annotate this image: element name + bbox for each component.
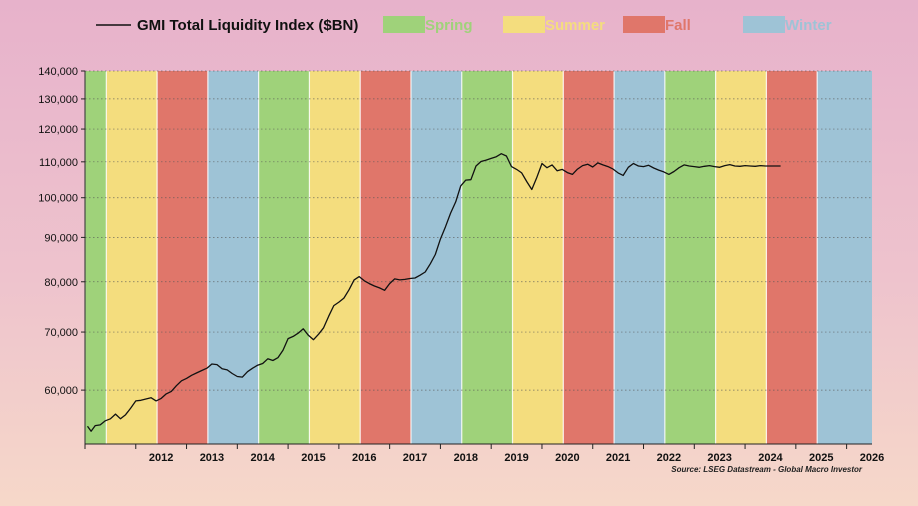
y-tick-label: 130,000 [38, 94, 78, 106]
season-band-fall [157, 71, 208, 444]
y-tick-label: 140,000 [38, 66, 78, 78]
legend-label-summer: Summer [545, 17, 605, 34]
x-tick-label: 2014 [250, 452, 275, 464]
legend-swatch-spring [383, 16, 425, 33]
season-band-summer [715, 71, 767, 444]
y-tick-label: 90,000 [44, 232, 78, 244]
y-tick-label: 70,000 [44, 327, 78, 339]
legend-label: GMI Total Liquidity Index ($BN) [137, 17, 358, 34]
x-tick-label: 2022 [657, 452, 681, 464]
source-note: Source: LSEG Datastream - Global Macro I… [671, 465, 863, 474]
x-tick-label: 2016 [352, 452, 376, 464]
legend-swatch-fall [623, 16, 665, 33]
season-band-spring [461, 71, 513, 444]
season-band-winter [614, 71, 665, 444]
x-tick-label: 2020 [555, 452, 579, 464]
x-tick-label: 2021 [606, 452, 630, 464]
y-tick-label: 120,000 [38, 124, 78, 136]
season-band-summer [106, 71, 158, 444]
season-band-fall [766, 71, 818, 444]
season-band-winter [410, 71, 462, 444]
season-band-summer [512, 71, 564, 444]
x-tick-label: 2023 [707, 452, 731, 464]
x-tick-label: 2012 [149, 452, 173, 464]
axes: 60,000 70,000 80,000 90,000 100,000 110,000 12… [38, 66, 884, 464]
x-tick-label: 2024 [758, 452, 783, 464]
season-band-fall [360, 71, 411, 444]
x-tick-label: 2015 [301, 452, 325, 464]
x-tick-label: 2018 [454, 452, 478, 464]
x-tick-label: 2026 [860, 452, 884, 464]
x-tick-label: 2013 [200, 452, 224, 464]
y-tick-label: 80,000 [44, 277, 78, 289]
legend-swatch-winter [743, 16, 785, 33]
season-band-winter [207, 71, 259, 444]
x-tick-label: 2025 [809, 452, 833, 464]
series-layer [86, 153, 781, 432]
season-band-spring [85, 71, 107, 444]
legend: GMI Total Liquidity Index ($BN) Spring Sum… [96, 16, 832, 34]
season-band-spring [664, 71, 716, 444]
legend-label-winter: Winter [785, 17, 832, 34]
series-line-gmi-liquidity [86, 153, 781, 432]
season-band-summer [309, 71, 361, 444]
legend-swatch-summer [503, 16, 545, 33]
season-band-spring [258, 71, 310, 444]
y-tick-label: 110,000 [39, 157, 78, 169]
x-tick-label: 2019 [504, 452, 528, 464]
x-tick-label: 2017 [403, 452, 427, 464]
season-band-fall [563, 71, 615, 444]
season-band-winter [817, 71, 872, 444]
legend-label-spring: Spring [425, 17, 473, 34]
legend-label-fall: Fall [665, 17, 691, 34]
y-tick-label: 60,000 [44, 385, 78, 397]
y-tick-label: 100,000 [38, 193, 78, 205]
season-bands [84, 71, 872, 444]
